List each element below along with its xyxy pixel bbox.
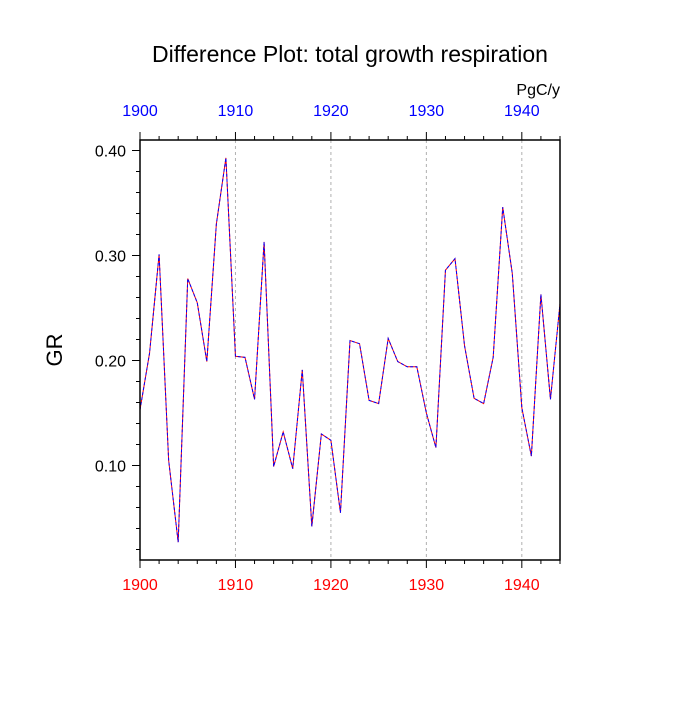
x-tick-label-bottom-1920: 1920 [313,577,349,594]
grid-lines [234,140,523,560]
x-tick-label-top-1940: 1940 [504,103,540,120]
y-tick-label-0.10: 0.10 [95,459,126,476]
chart-title: Difference Plot: total growth respiratio… [152,41,548,67]
plot-frame [139,139,561,561]
series-line-blue [139,157,561,543]
x-tick-label-top-1920: 1920 [313,103,349,120]
tick-labels: 1900 1910 1920 1930 1940 1900 1910 1920 1930 1940… [95,103,540,594]
y-tick-label-0.20: 0.20 [95,354,126,371]
series-line-red [139,157,561,543]
x-tick-label-top-1910: 1910 [218,103,254,120]
x-tick-label-top-1900: 1900 [122,103,158,120]
y-tick-label-0.40: 0.40 [95,144,126,161]
x-tick-label-bottom-1940: 1940 [504,577,540,594]
x-tick-label-top-1930: 1930 [409,103,445,120]
units-label: PgC/y [516,82,560,99]
x-tick-label-bottom-1910: 1910 [218,577,254,594]
series-lines [139,157,561,543]
y-tick-label-0.30: 0.30 [95,249,126,266]
x-tick-label-bottom-1900: 1900 [122,577,158,594]
x-tick-label-bottom-1930: 1930 [409,577,445,594]
axis-ticks [132,132,561,568]
y-axis-label: GR [42,334,67,367]
